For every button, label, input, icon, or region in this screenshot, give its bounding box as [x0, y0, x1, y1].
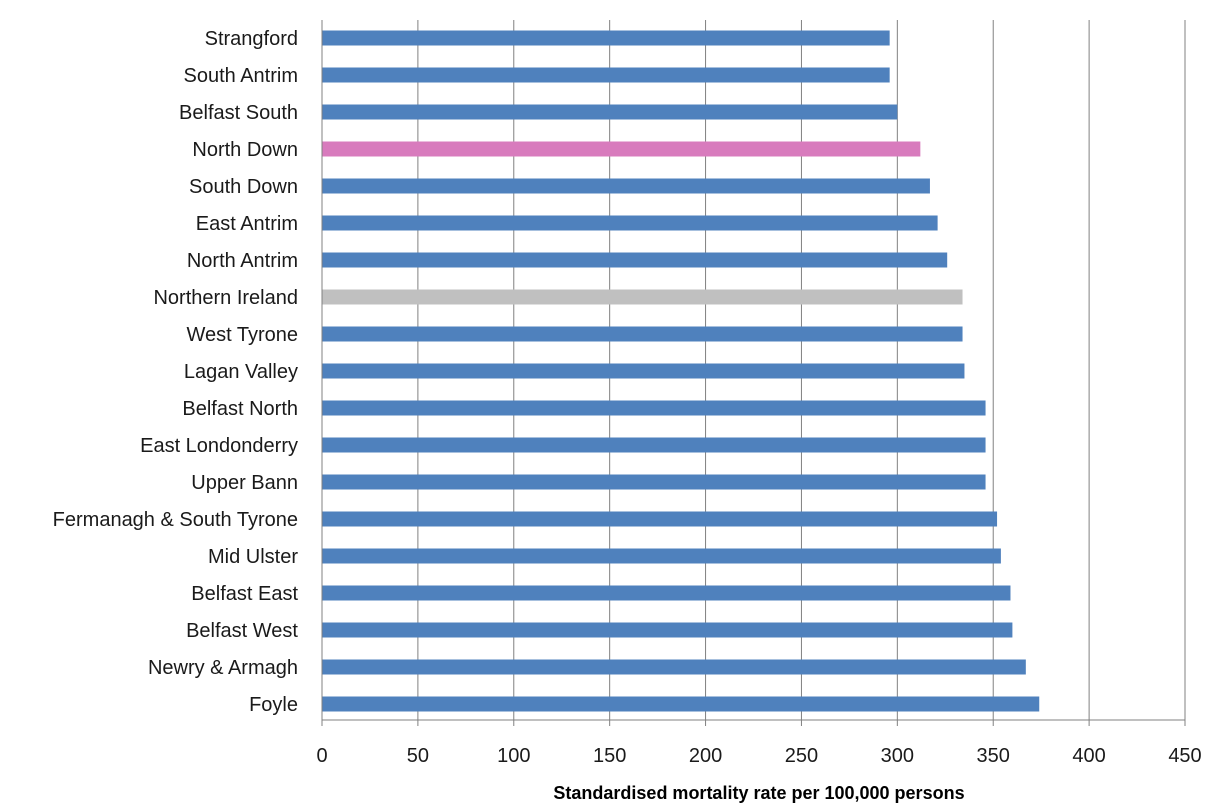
bar-belfast-north: [322, 400, 986, 416]
bar-belfast-east: [322, 585, 1011, 601]
category-label-north-antrim: North Antrim: [187, 250, 298, 272]
category-label-newry-armagh: Newry & Armagh: [148, 657, 298, 679]
x-tick-label-50: 50: [407, 745, 429, 767]
bar-south-antrim: [322, 67, 890, 83]
category-label-north-down: North Down: [192, 139, 298, 161]
category-label-south-antrim: South Antrim: [183, 65, 298, 87]
category-label-belfast-south: Belfast South: [179, 102, 298, 124]
category-label-belfast-north: Belfast North: [182, 398, 298, 420]
x-tick-labels: 0 50 100 150 200 250 300 350 400 450: [316, 745, 1201, 767]
bar-foyle: [322, 696, 1040, 712]
category-label-east-antrim: East Antrim: [196, 213, 298, 235]
bar-fermanagh-south-tyrone: [322, 511, 998, 527]
bar-south-down: [322, 178, 930, 194]
axes: [321, 20, 1186, 726]
x-tick-label-200: 200: [689, 745, 722, 767]
bar-belfast-south: [322, 104, 898, 120]
category-label-south-down: South Down: [189, 176, 298, 198]
category-label-northern-ireland: Northern Ireland: [153, 287, 298, 309]
bars: [322, 30, 1040, 712]
x-tick-label-350: 350: [977, 745, 1010, 767]
bar-northern-ireland: [322, 289, 963, 305]
category-label-west-tyrone: West Tyrone: [186, 324, 298, 346]
category-label-lagan-valley: Lagan Valley: [184, 361, 298, 383]
x-tick-label-450: 450: [1168, 745, 1201, 767]
x-tick-label-150: 150: [593, 745, 626, 767]
bar-lagan-valley: [322, 363, 965, 379]
bar-upper-bann: [322, 474, 986, 490]
bar-east-antrim: [322, 215, 938, 231]
category-label-fermanagh-south-tyrone: Fermanagh & South Tyrone: [53, 509, 298, 531]
x-tick-label-0: 0: [316, 745, 327, 767]
x-axis-title: Standardised mortality rate per 100,000 …: [553, 783, 964, 803]
bar-east-londonderry: [322, 437, 986, 453]
bar-mid-ulster: [322, 548, 1001, 564]
x-tick-label-400: 400: [1072, 745, 1105, 767]
bar-north-down: [322, 141, 921, 157]
category-label-foyle: Foyle: [249, 694, 298, 716]
bar-north-antrim: [322, 252, 948, 268]
x-tick-label-250: 250: [785, 745, 818, 767]
category-label-belfast-west: Belfast West: [186, 620, 298, 642]
category-label-belfast-east: Belfast East: [191, 583, 298, 605]
category-label-upper-bann: Upper Bann: [191, 472, 298, 494]
category-label-mid-ulster: Mid Ulster: [208, 546, 298, 568]
category-label-strangford: Strangford: [205, 28, 298, 50]
bar-newry-armagh: [322, 659, 1026, 675]
x-tick-label-100: 100: [497, 745, 530, 767]
category-labels: Strangford South Antrim Belfast South North…: [53, 28, 299, 716]
x-tick-label-300: 300: [881, 745, 914, 767]
bar-belfast-west: [322, 622, 1013, 638]
bar-strangford: [322, 30, 890, 46]
bar-west-tyrone: [322, 326, 963, 342]
category-label-east-londonderry: East Londonderry: [140, 435, 298, 457]
